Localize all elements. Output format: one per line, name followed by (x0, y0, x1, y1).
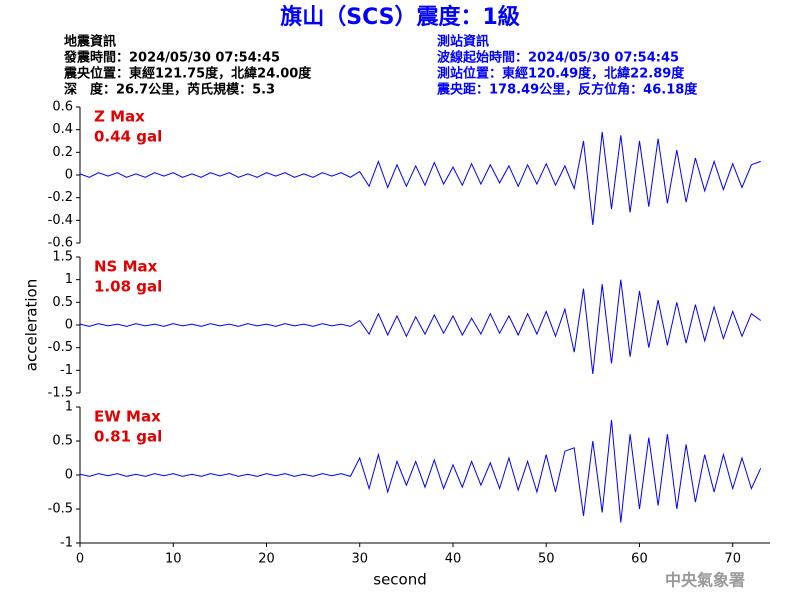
y-tick-label: 0.2 (52, 145, 73, 160)
y-tick-label: 0 (65, 318, 73, 333)
x-tick-label: 70 (724, 552, 741, 567)
annotation: 0.44 gal (94, 128, 162, 146)
x-tick-label: 60 (631, 552, 648, 567)
y-tick-label: 1 (65, 272, 73, 287)
y-tick-label: 0 (65, 168, 73, 183)
y-tick-label: -1 (60, 363, 73, 378)
info-line: 地震資訊 (64, 34, 116, 50)
x-tick-label: 10 (165, 552, 182, 567)
title: 旗山（SCS）震度：1級 (280, 4, 520, 30)
y-tick-label: -1.5 (48, 386, 73, 401)
y-tick-label: 0.5 (52, 295, 73, 310)
annotation: 0.81 gal (94, 428, 162, 446)
y-tick-label: -0.5 (48, 340, 73, 355)
x-tick-label: 50 (538, 552, 555, 567)
info-line: 發震時間：2024/05/30 07:54:45 (63, 50, 280, 66)
annotation: NS Max (94, 258, 158, 276)
x-tick-label: 30 (351, 552, 368, 567)
info-line: 震央位置：東經121.75度，北緯24.00度 (63, 66, 312, 82)
annotation: EW Max (94, 408, 161, 426)
info-line: 震央距：178.49公里，反方位角：46.18度 (436, 82, 698, 98)
x-tick-label: 20 (258, 552, 275, 567)
waveform (79, 419, 762, 523)
y-axis-label: acceleration (23, 279, 41, 371)
info-line: 測站位置：東經120.49度，北緯22.89度 (437, 66, 685, 82)
y-tick-label: -1 (60, 536, 73, 551)
y-tick-label: -0.4 (48, 213, 73, 228)
y-tick-label: 1.5 (52, 250, 73, 265)
y-tick-label: 0.5 (52, 434, 73, 449)
x-tick-label: 40 (445, 552, 462, 567)
y-tick-label: 0.4 (52, 122, 73, 137)
y-tick-label: -0.5 (48, 502, 73, 517)
y-tick-label: 0 (65, 468, 73, 483)
annotation: Z Max (94, 108, 145, 126)
y-tick-label: -0.2 (48, 190, 73, 205)
y-tick-label: -0.6 (48, 236, 73, 251)
info-line: 測站資訊 (437, 34, 489, 50)
x-axis-label: second (373, 571, 427, 589)
waveform (79, 279, 761, 375)
y-tick-label: 0.6 (52, 100, 73, 115)
footer: 中央氣象署 (665, 571, 745, 590)
info-line: 波線起始時間：2024/05/30 07:54:45 (437, 50, 679, 66)
y-tick-label: 1 (65, 400, 73, 415)
annotation: 1.08 gal (94, 278, 162, 296)
info-line: 深 度：26.7公里，芮氏規模：5.3 (64, 82, 275, 98)
waveform (79, 131, 761, 225)
x-tick-label: 0 (76, 552, 84, 567)
